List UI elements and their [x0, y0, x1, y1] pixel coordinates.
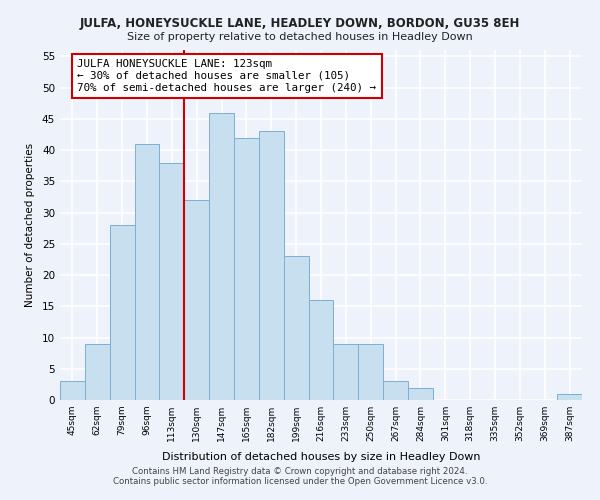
Y-axis label: Number of detached properties: Number of detached properties	[25, 143, 35, 307]
X-axis label: Distribution of detached houses by size in Headley Down: Distribution of detached houses by size …	[162, 452, 480, 462]
Bar	[358, 344, 383, 400]
Bar	[383, 381, 408, 400]
Bar	[259, 132, 284, 400]
Bar	[184, 200, 209, 400]
Text: Contains public sector information licensed under the Open Government Licence v3: Contains public sector information licen…	[113, 477, 487, 486]
Bar	[134, 144, 160, 400]
Bar	[160, 162, 184, 400]
Text: JULFA HONEYSUCKLE LANE: 123sqm
← 30% of detached houses are smaller (105)
70% of: JULFA HONEYSUCKLE LANE: 123sqm ← 30% of …	[77, 60, 376, 92]
Bar	[334, 344, 358, 400]
Bar	[85, 344, 110, 400]
Bar	[308, 300, 334, 400]
Bar	[209, 112, 234, 400]
Bar	[408, 388, 433, 400]
Text: JULFA, HONEYSUCKLE LANE, HEADLEY DOWN, BORDON, GU35 8EH: JULFA, HONEYSUCKLE LANE, HEADLEY DOWN, B…	[80, 18, 520, 30]
Text: Size of property relative to detached houses in Headley Down: Size of property relative to detached ho…	[127, 32, 473, 42]
Bar	[557, 394, 582, 400]
Bar	[60, 381, 85, 400]
Text: Contains HM Land Registry data © Crown copyright and database right 2024.: Contains HM Land Registry data © Crown c…	[132, 467, 468, 476]
Bar	[234, 138, 259, 400]
Bar	[110, 225, 134, 400]
Bar	[284, 256, 308, 400]
